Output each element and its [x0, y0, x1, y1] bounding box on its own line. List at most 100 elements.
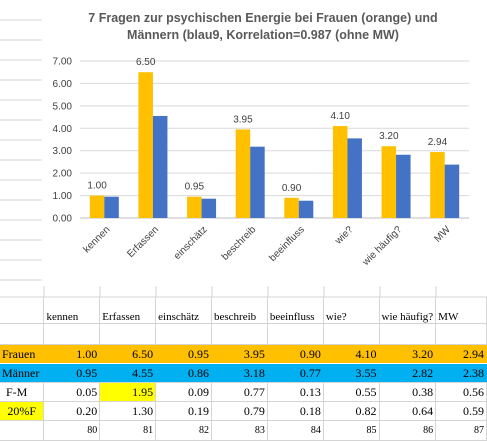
table-cell[interactable] [43, 323, 101, 345]
table-cell[interactable]: 2.82 [379, 363, 437, 383]
table-row-maenner: Männer 0.95 4.55 0.86 3.18 0.77 3.55 2.82 2.38 [0, 363, 487, 383]
column-header[interactable]: wie? [323, 297, 380, 324]
data-label: 0.95 [185, 182, 205, 193]
table-cell[interactable]: 86 [379, 420, 437, 441]
y-tick-label: 5.00 [53, 101, 73, 112]
data-label: 3.95 [233, 114, 253, 125]
table-cell[interactable]: 0.77 [211, 382, 268, 402]
table-cell[interactable]: 0.90 [267, 344, 324, 364]
table-cell[interactable]: 87 [435, 420, 487, 441]
bar-frauen-6 [381, 146, 397, 218]
bar-frauen-2 [187, 196, 202, 218]
table-cell[interactable]: 0.86 [155, 363, 213, 383]
y-tick-label: 6.00 [53, 79, 73, 90]
table-cell[interactable]: 4.55 [99, 363, 157, 383]
table-cell[interactable]: 3.95 [211, 344, 268, 364]
table-cell[interactable]: 4.10 [323, 344, 380, 364]
table-cell[interactable]: 0.95 [43, 363, 101, 383]
table-cell[interactable]: 84 [267, 420, 324, 441]
bar-chart: 7 Fragen zur psychischen Energie bei Fra… [53, 11, 469, 269]
table-cell[interactable]: 1.95 [99, 382, 157, 402]
table-cell[interactable]: 0.77 [267, 363, 324, 383]
column-header[interactable]: wie häufig? [379, 297, 437, 324]
y-tick-label: 1.00 [53, 191, 73, 202]
row-label[interactable]: Männer [0, 363, 45, 383]
table-cell[interactable]: 0.18 [267, 401, 324, 421]
table-cell[interactable]: 0.19 [155, 401, 213, 421]
table-cell[interactable]: 80 [43, 420, 101, 441]
x-tick-label: beschreib [220, 224, 259, 263]
table-blank-row [0, 323, 487, 345]
bar-mnner-2 [201, 198, 217, 218]
table-cell[interactable]: 0.95 [155, 344, 213, 364]
x-tick-label: wie? [333, 224, 356, 247]
data-label: 2.94 [428, 137, 448, 148]
table-cell[interactable]: 3.55 [323, 363, 380, 383]
table-cell[interactable]: 0.59 [435, 401, 487, 421]
table-cell[interactable]: 0.09 [155, 382, 213, 402]
table-cell[interactable] [379, 323, 437, 345]
bar-mnner-7 [444, 164, 460, 218]
table-cell[interactable]: 1.00 [43, 344, 101, 364]
table-cell[interactable]: 0.56 [435, 382, 487, 402]
y-tick-label: 2.00 [53, 169, 73, 180]
bar-mnner-5 [347, 138, 362, 218]
bar-frauen-3 [235, 129, 251, 218]
table-cell[interactable]: 1.30 [99, 401, 157, 421]
bar-frauen-0 [89, 195, 105, 218]
bar-frauen-4 [284, 197, 299, 218]
table-cell[interactable]: 0.64 [379, 401, 437, 421]
column-header[interactable]: kennen [43, 297, 101, 324]
row-label[interactable]: F-M [0, 382, 45, 402]
table-cell[interactable]: 2.38 [435, 363, 487, 383]
chart-title-line-1: 7 Fragen zur psychischen Energie bei Fra… [88, 11, 437, 25]
table-cell[interactable]: 3.20 [379, 344, 437, 364]
table-cell[interactable]: 2.94 [435, 344, 487, 364]
column-header[interactable]: einschätz [155, 297, 213, 324]
row-label[interactable]: 20%F [0, 401, 45, 421]
row-label[interactable] [0, 420, 45, 441]
table-cell[interactable] [323, 323, 380, 345]
table-cell[interactable]: 0.13 [267, 382, 324, 402]
column-header[interactable]: beeinfluss [267, 297, 324, 324]
table-cell[interactable]: 6.50 [99, 344, 157, 364]
table-cell[interactable] [99, 323, 157, 345]
table-cell[interactable] [211, 323, 268, 345]
column-header[interactable]: beschreib [211, 297, 268, 324]
table-cell[interactable] [435, 323, 487, 345]
table-cell[interactable]: 0.82 [323, 401, 380, 421]
y-tick-label: 0.00 [53, 214, 73, 225]
bar-mnner-0 [104, 196, 119, 218]
y-tick-label: 3.00 [53, 146, 73, 157]
row-label[interactable]: Frauen [0, 344, 45, 364]
table-cell[interactable]: 83 [211, 420, 268, 441]
table-cell[interactable]: 0.05 [43, 382, 101, 402]
chart-bars [89, 72, 460, 218]
bar-frauen-1 [138, 72, 153, 218]
x-tick-label: kennen [81, 224, 112, 255]
table-cell[interactable]: 85 [323, 420, 380, 441]
table-cell[interactable] [0, 323, 45, 345]
x-tick-label: einschätz [172, 224, 210, 262]
column-header[interactable]: MW [435, 297, 487, 324]
table-cell[interactable]: 0.55 [323, 382, 380, 402]
table-cell[interactable] [155, 323, 213, 345]
table-cell[interactable]: 82 [155, 420, 213, 441]
table-cell[interactable]: 0.79 [211, 401, 268, 421]
table-row-fm: F-M 0.05 1.95 0.09 0.77 0.13 0.55 0.38 0.56 [0, 382, 487, 402]
table-cell[interactable]: 81 [99, 420, 157, 441]
bar-frauen-5 [332, 126, 348, 218]
table-row-pct: 20%F 0.20 1.30 0.19 0.79 0.18 0.82 0.64 0.59 [0, 401, 487, 421]
chart-title-line-2: Männern (blau9, Korrelation=0.987 (ohne … [127, 28, 399, 42]
table-cell[interactable]: 3.18 [211, 363, 268, 383]
data-label: 6.50 [136, 57, 156, 68]
column-header[interactable]: Erfassen [99, 297, 157, 324]
table-cell[interactable]: 0.20 [43, 401, 101, 421]
data-table: kennen Erfassen einschätz beschreib beeinflu… [0, 297, 487, 441]
data-label: 1.00 [87, 181, 107, 192]
chart-area[interactable]: 7 Fragen zur psychischen Energie bei Fra… [42, 0, 484, 286]
column-header[interactable] [0, 297, 45, 324]
table-cell[interactable] [267, 323, 324, 345]
table-cell[interactable]: 0.38 [379, 382, 437, 402]
table-header-row: kennen Erfassen einschätz beschreib beeinflu… [0, 297, 487, 324]
